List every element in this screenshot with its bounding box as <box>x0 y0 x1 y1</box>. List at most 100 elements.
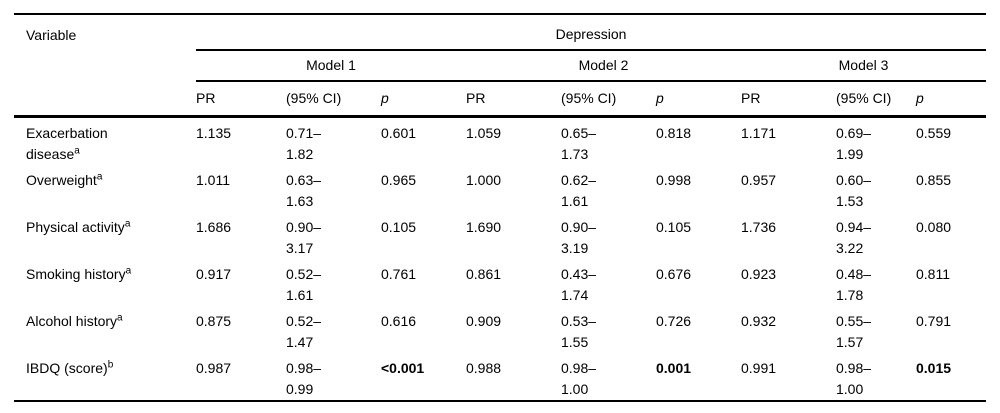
ci-line1: 0.60– <box>836 171 872 188</box>
regression-results-table: Variable Depression Model 1 Model 2 Mode… <box>14 13 987 402</box>
ci-line2: 1.82 <box>286 145 314 162</box>
p-cell-m2: 0.105 <box>656 218 692 235</box>
variable-label-line1: Exacerbation <box>26 124 108 141</box>
ci-line2: 0.99 <box>286 380 314 397</box>
ci-line2: 3.17 <box>286 239 314 256</box>
pr-cell-m3: 0.957 <box>741 171 777 188</box>
footnote-marker: a <box>96 170 103 182</box>
ci-cell-m2: 0.62– 1.61 <box>561 165 656 212</box>
pr-cell-m2: 1.690 <box>466 218 502 235</box>
footnote-marker: a <box>74 144 80 156</box>
ci-line2: 1.63 <box>286 192 314 209</box>
ci-cell-m1: 0.71– 1.82 <box>286 116 381 165</box>
footnote-marker: a <box>125 264 132 276</box>
pr-cell-m3: 1.171 <box>741 124 777 141</box>
ci-line2: 3.22 <box>836 239 864 256</box>
ci-line1: 0.90– <box>286 218 322 235</box>
variable-label: Overweighta <box>26 170 103 188</box>
ci-line2: 1.61 <box>561 192 589 209</box>
p-cell-m1: 0.105 <box>381 218 417 235</box>
ci-cell-m3: 0.98– 1.00 <box>836 352 916 402</box>
pr-cell-m1: 0.917 <box>196 265 232 282</box>
ci-cell-m2: 0.90– 3.19 <box>561 212 656 259</box>
ci-line1: 0.52– <box>286 312 322 329</box>
ci-line1: 0.98– <box>286 359 322 376</box>
variable-cell: Overweighta <box>14 165 196 212</box>
ci-line2: 1.55 <box>561 333 589 350</box>
variable-cell: Alcohol historya <box>14 306 196 353</box>
pr-cell-m2: 1.000 <box>466 171 502 188</box>
ci-line2: 1.57 <box>836 333 864 350</box>
variable-cell: Exacerbation diseasea <box>14 116 196 165</box>
p-cell-m2: 0.818 <box>656 124 692 141</box>
variable-column-header: Variable <box>14 13 196 118</box>
p-cell-m1: <0.001 <box>381 352 466 402</box>
variable-label: Physical activitya <box>26 217 131 235</box>
p-cell-m1: 0.761 <box>381 265 417 282</box>
header-row-models: Model 1 Model 2 Model 3 <box>14 50 987 82</box>
footnote-marker: a <box>117 311 123 323</box>
ci-cell-m2: 0.98– 1.00 <box>561 352 656 402</box>
pr-cell-m1: 0.875 <box>196 312 232 329</box>
ci-line2: 1.00 <box>836 380 864 397</box>
variable-cell: IBDQ (score)b <box>14 352 196 402</box>
ci-cell-m1: 0.63– 1.63 <box>286 165 381 212</box>
ci-line1: 0.94– <box>836 218 872 235</box>
ci-cell-m1: 0.52– 1.47 <box>286 306 381 353</box>
pr-cell-m1: 0.987 <box>196 352 286 402</box>
table-row-exacerbation-disease: Exacerbation diseasea 1.135 0.71– 1.82 0.… <box>14 116 986 165</box>
ci-line2: 3.19 <box>561 239 589 256</box>
pr-cell-m3: 0.991 <box>741 352 836 402</box>
ci-line1: 0.55– <box>836 312 872 329</box>
p-header-m2: p <box>656 81 741 118</box>
p-cell-m3: 0.811 <box>916 265 950 282</box>
model-1-header: Model 1 <box>196 50 466 82</box>
p-cell-m3: 0.015 <box>916 352 987 402</box>
ci-line2: 1.47 <box>286 333 314 350</box>
ci-line2: 1.73 <box>561 145 589 162</box>
p-cell-m1: 0.616 <box>381 312 417 329</box>
pr-header-m1: PR <box>196 81 286 118</box>
p-cell-m2: 0.001 <box>656 352 741 402</box>
ci-line1: 0.48– <box>836 265 872 282</box>
pr-cell-m2: 1.059 <box>466 124 502 141</box>
variable-label-line2: diseasea <box>26 144 80 162</box>
pr-header-m3: PR <box>741 81 836 118</box>
ci-cell-m1: 0.90– 3.17 <box>286 212 381 259</box>
p-cell-m2: 0.998 <box>656 171 692 188</box>
depression-spanner-header: Depression <box>196 13 987 51</box>
ci-line1: 0.90– <box>561 218 597 235</box>
table-row-physical-activity: Physical activitya 1.686 0.90– 3.17 0.105… <box>14 212 986 259</box>
variable-cell: Smoking historya <box>14 259 196 306</box>
variable-label: Smoking historya <box>26 264 132 282</box>
model-2-header: Model 2 <box>466 50 741 82</box>
pr-cell-m3: 0.932 <box>741 312 777 329</box>
model-3-header: Model 3 <box>741 50 987 82</box>
p-cell-m3: 0.559 <box>916 124 952 141</box>
table-row-ibdq-score: IBDQ (score)b 0.987 0.98– 0.99 <0.001 0.9… <box>14 352 987 402</box>
table-row-alcohol-history: Alcohol historya 0.875 0.52– 1.47 0.616 0… <box>14 306 986 353</box>
pr-cell-m2: 0.909 <box>466 312 502 329</box>
ci-cell-m1: 0.98– 0.99 <box>286 352 381 402</box>
ci-cell-m3: 0.94– 3.22 <box>836 212 916 259</box>
ci-cell-m2: 0.43– 1.74 <box>561 259 656 306</box>
ci-line2: 1.99 <box>836 145 864 162</box>
table-row-smoking-history: Smoking historya 0.917 0.52– 1.61 0.761 0… <box>14 259 986 306</box>
ci-line2: 1.78 <box>836 286 864 303</box>
ci-line2: 1.53 <box>836 192 864 209</box>
p-cell-m3: 0.791 <box>916 312 952 329</box>
p-cell-m1: 0.965 <box>381 171 417 188</box>
variable-cell: Physical activitya <box>14 212 196 259</box>
pr-cell-m1: 1.011 <box>196 171 230 188</box>
ci-cell-m2: 0.53– 1.55 <box>561 306 656 353</box>
ci-cell-m2: 0.65– 1.73 <box>561 116 656 165</box>
ci-line1: 0.98– <box>836 359 872 376</box>
variable-label: Alcohol historya <box>26 311 123 329</box>
ci-line2: 1.74 <box>561 286 589 303</box>
footnote-marker: b <box>107 358 114 370</box>
ci-line1: 0.69– <box>836 124 872 141</box>
ci-header-m2: (95% CI) <box>561 81 656 118</box>
header-row-outcome: Variable Depression <box>14 13 987 118</box>
ci-line1: 0.65– <box>561 124 597 141</box>
ci-line2: 1.61 <box>286 286 314 303</box>
